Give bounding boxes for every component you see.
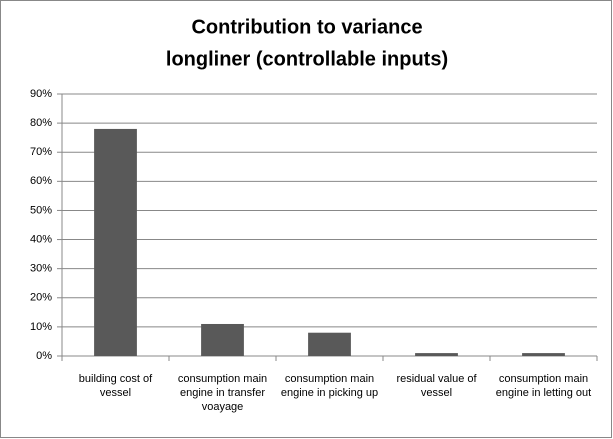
- y-tick-label: 10%: [30, 321, 52, 333]
- bar: [201, 323, 244, 356]
- y-tick-label: 20%: [30, 292, 52, 304]
- y-tick-label: 80%: [30, 117, 52, 129]
- bar: [415, 353, 458, 356]
- y-tick-label: 0%: [36, 350, 52, 362]
- y-tick-label: 40%: [30, 233, 52, 245]
- x-tick-label: building cost of vessel: [78, 373, 153, 399]
- bar: [308, 332, 351, 356]
- bar: [94, 128, 137, 356]
- chart-title: longliner (controllable inputs): [166, 48, 448, 70]
- y-tick-label: 60%: [30, 175, 52, 187]
- x-tick-label: consumption main engine in picking up: [280, 373, 379, 399]
- x-tick-label: residual value of vessel: [396, 373, 477, 399]
- y-tick-label: 70%: [30, 146, 52, 158]
- chart-title: Contribution to variance: [191, 16, 422, 38]
- x-tick-label: consumption main engine in letting out: [495, 373, 592, 399]
- y-tick-label: 50%: [30, 204, 52, 216]
- y-tick-label: 90%: [30, 88, 52, 100]
- bar: [522, 353, 565, 356]
- x-tick-label: consumption main engine in transfer voay…: [177, 373, 268, 413]
- y-tick-label: 30%: [30, 263, 52, 275]
